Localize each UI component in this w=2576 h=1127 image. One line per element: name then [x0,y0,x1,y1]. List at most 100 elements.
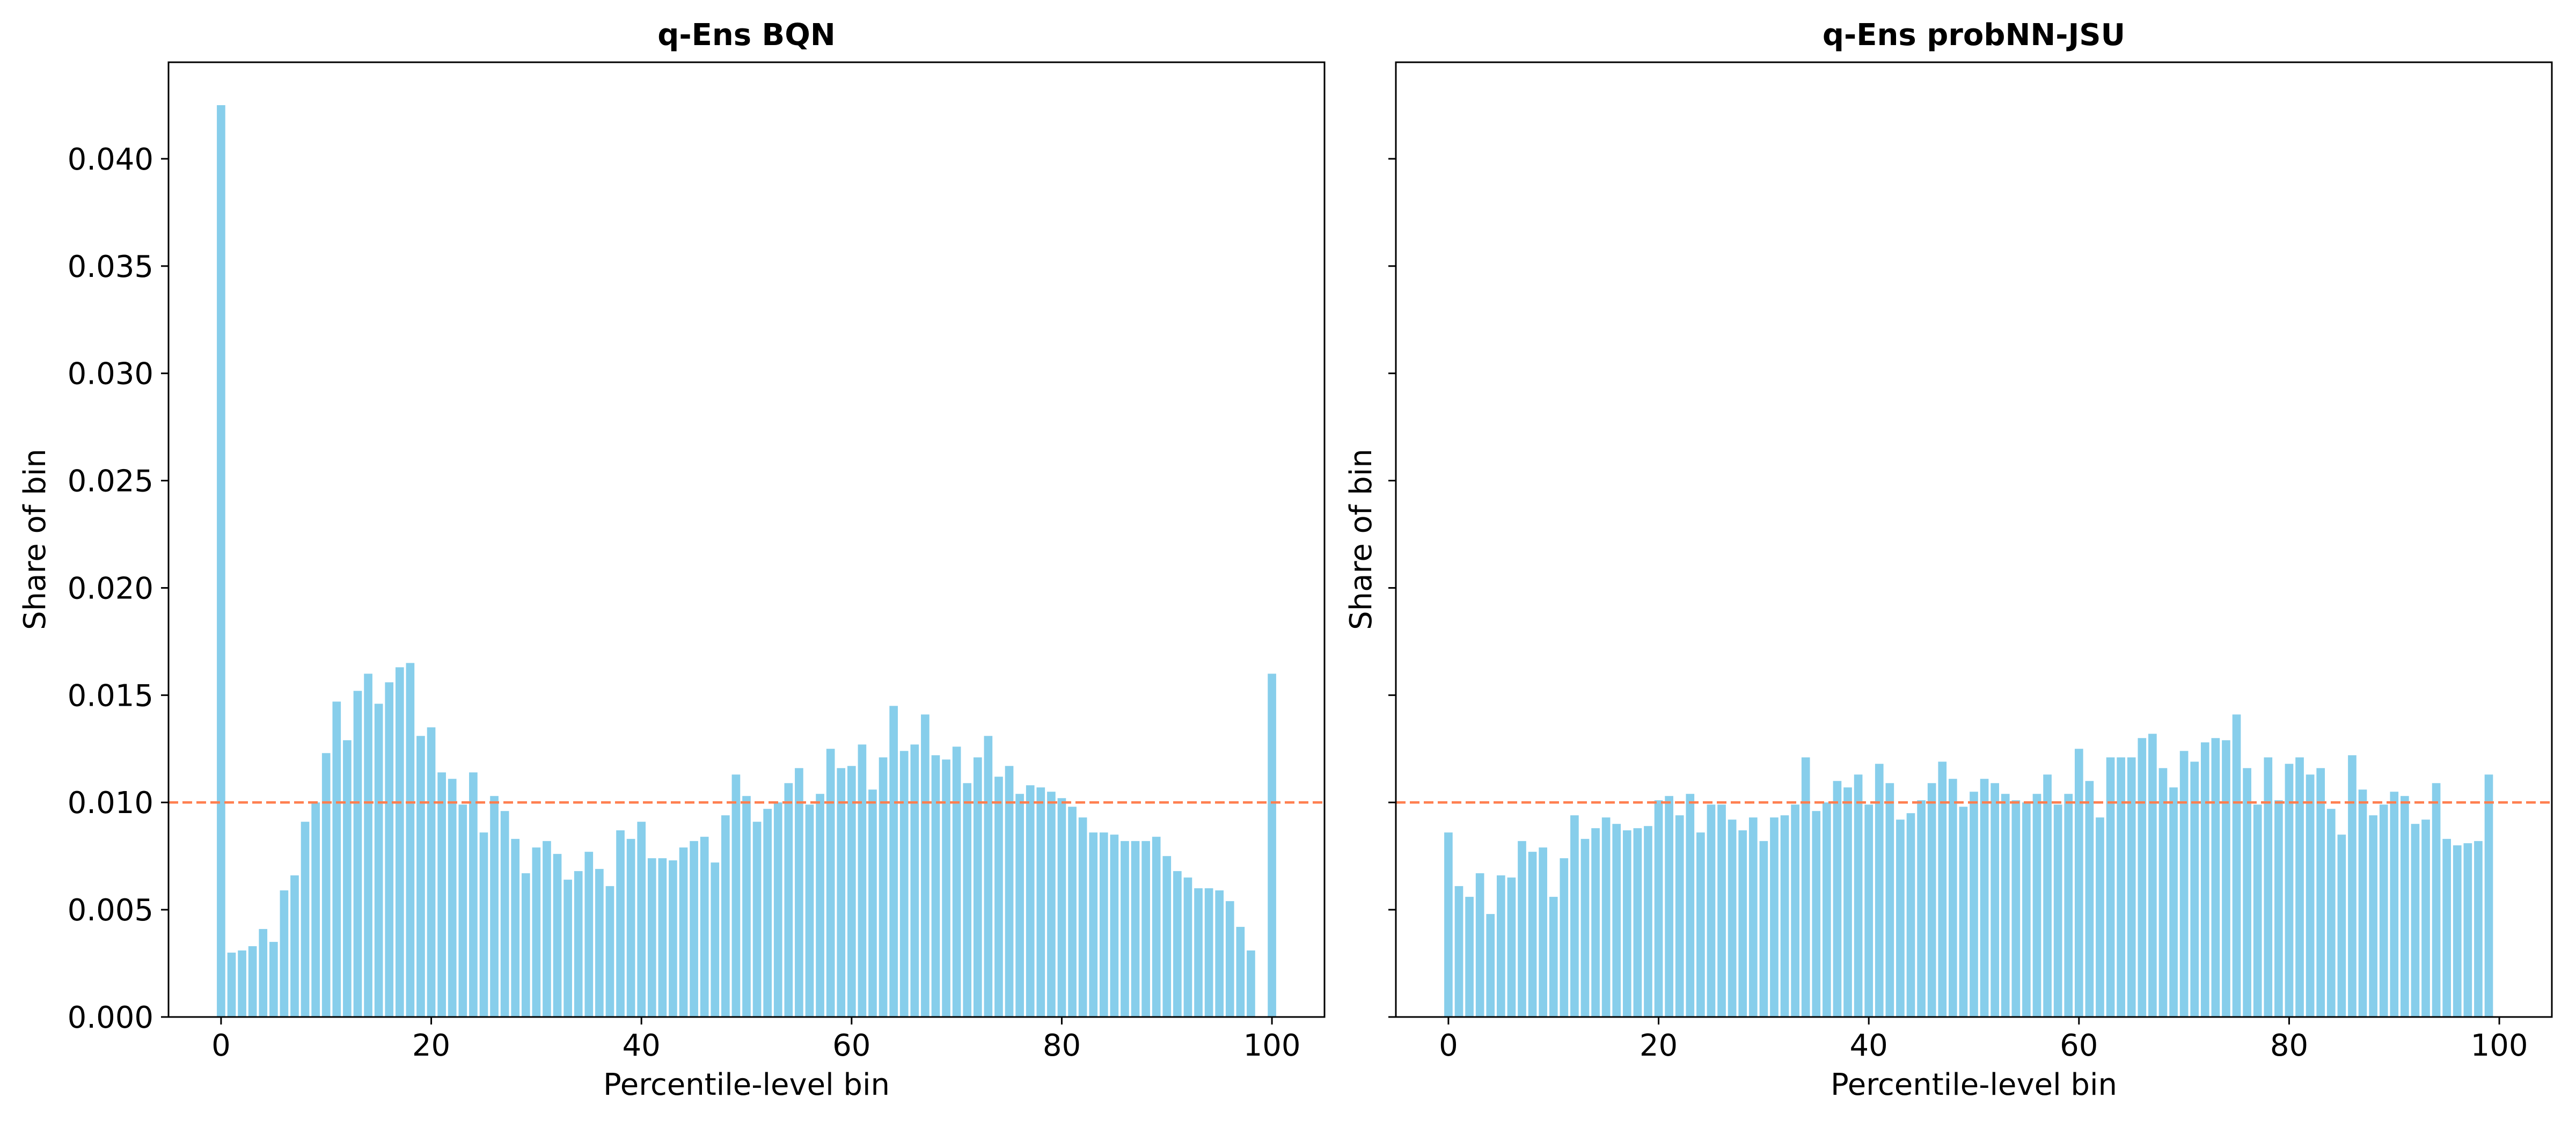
bar [690,841,698,1017]
bar [2348,755,2357,1017]
bar [2285,764,2294,1017]
bar [731,774,741,1017]
bar [553,854,562,1017]
bar [595,869,604,1017]
x-tick-label: 0 [1439,1028,1458,1063]
bar [290,875,299,1017]
bar [1875,764,1884,1017]
bar [1131,841,1140,1017]
bar [711,862,720,1017]
bar [1959,807,1968,1017]
bar [1005,766,1014,1017]
bar [742,796,751,1017]
bar [1970,792,1978,1017]
bar [343,740,352,1017]
bar [847,766,856,1017]
bar [2264,757,2273,1017]
bar [259,929,268,1017]
bar [217,105,225,1017]
bar [511,839,520,1017]
bar [1047,792,1056,1017]
bar [1717,804,1726,1017]
bar [1990,783,1999,1017]
bar [1528,852,1537,1017]
bar [2411,824,2420,1017]
bar [2190,762,2199,1017]
bar [1843,787,1852,1017]
bar [1015,794,1024,1017]
bar [1454,886,1463,1017]
bar [2474,841,2483,1017]
bar [899,751,909,1017]
bar [647,858,656,1017]
bar [2117,757,2125,1017]
bar [332,701,341,1017]
bar [1570,815,1579,1017]
bar [1885,783,1894,1017]
bar [395,667,404,1017]
plot-frame [167,61,1326,1018]
bar [1906,813,1915,1017]
bar [931,755,940,1017]
bar [2106,757,2115,1017]
x-tick-label: 20 [412,1028,450,1063]
chart-title: q-Ens BQN [657,18,835,53]
bar [1938,762,1947,1017]
bar [2484,774,2493,1017]
x-tick-label: 20 [1640,1028,1678,1063]
bar [2243,768,2251,1017]
bar [1759,841,1768,1017]
bar [448,779,457,1017]
x-tick-label: 100 [1243,1028,1301,1063]
bar [364,674,372,1017]
bar [2390,792,2399,1017]
bar [1696,832,1705,1017]
bar [1823,802,1831,1017]
bar [437,772,446,1017]
bar [1927,783,1936,1017]
bar [2295,757,2304,1017]
bar [1580,839,1590,1017]
bar [679,847,688,1017]
chart-panel-bqn: q-Ens BQN Percentile-level bin Share of … [18,18,1326,1102]
bar [1152,837,1161,1017]
bar [374,704,383,1017]
bar [1780,815,1789,1017]
bar [1496,875,1505,1017]
x-tick-label: 100 [2471,1028,2528,1063]
bar [385,682,394,1017]
bar [952,747,961,1017]
bar [2179,751,2189,1017]
bar [1770,817,1779,1017]
bar [2274,800,2283,1017]
bar [2232,714,2241,1017]
bar [605,886,614,1017]
x-axis-label: Percentile-level bin [1831,1067,2117,1102]
bar [2127,757,2136,1017]
bar [2379,804,2388,1017]
x-tick-label: 60 [832,1028,870,1063]
y-tick-label: 0.015 [68,678,153,713]
bar [637,822,646,1017]
bar [1225,901,1234,1017]
bar [1644,826,1652,1017]
bar [1622,830,1631,1017]
bar [1549,897,1558,1017]
bar [2442,839,2451,1017]
chart-title: q-Ens probNN-JSU [1823,18,2125,53]
bar [2211,738,2220,1017]
bar [1980,779,1989,1017]
y-axis-label: Share of bin [18,449,53,630]
bar [1475,873,1484,1017]
bar [1518,841,1526,1017]
bar [1896,819,1905,1017]
bar [2001,794,2010,1017]
bar [2326,809,2336,1017]
bar [858,744,867,1017]
bar [963,783,972,1017]
bar [2043,774,2052,1017]
bar [1057,798,1066,1017]
bar [532,847,541,1017]
bar [2074,749,2083,1017]
bar [2022,802,2031,1017]
